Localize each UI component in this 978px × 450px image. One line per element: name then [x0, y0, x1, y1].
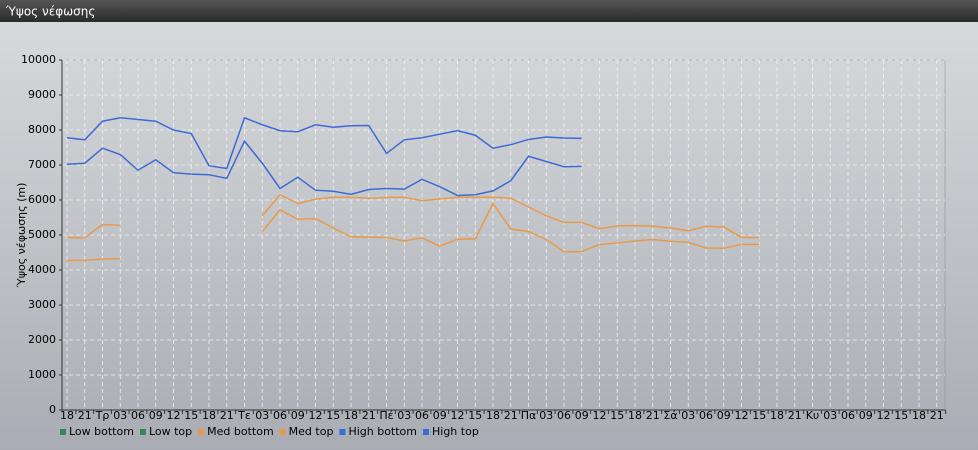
x-tick-label: 21 [220, 409, 234, 422]
x-tick-label: 03 [681, 409, 695, 422]
legend-swatch [60, 429, 66, 435]
x-tick-label: 12 [877, 409, 891, 422]
x-tick-label: 18 [770, 409, 784, 422]
y-tick-label: 3000 [28, 298, 56, 311]
x-tick-label: 15 [752, 409, 766, 422]
legend-label: Low top [149, 425, 192, 438]
legend-label: Med bottom [207, 425, 274, 438]
x-tick-label: 09 [859, 409, 873, 422]
series-line [66, 193, 760, 239]
legend-label: Med top [289, 425, 334, 438]
x-tick-label: 21 [504, 409, 518, 422]
x-tick-label: 18 [60, 409, 74, 422]
y-axis-label: Ύψος νέφωσης (m) [15, 183, 28, 289]
x-tick-label: Πέ [379, 409, 393, 422]
x-tick-label: 21 [646, 409, 660, 422]
x-tick-label: 15 [610, 409, 624, 422]
x-tick-label: 12 [593, 409, 607, 422]
x-tick-label: 03 [113, 409, 127, 422]
x-tick-label: Πα [521, 409, 537, 422]
x-tick-label: 09 [433, 409, 447, 422]
x-tick-label: 15 [184, 409, 198, 422]
y-tick-label: 7000 [28, 158, 56, 171]
x-tick-label: 15 [468, 409, 482, 422]
x-tick-label: 15 [894, 409, 908, 422]
y-tick-label: 8000 [28, 123, 56, 136]
x-tick-label: 12 [451, 409, 465, 422]
x-tick-label: Τε [237, 409, 251, 422]
legend-swatch [423, 429, 429, 435]
x-tick-label: 12 [309, 409, 323, 422]
x-tick-label: 18 [202, 409, 216, 422]
y-tick-label: 6000 [28, 193, 56, 206]
legend-swatch [279, 429, 286, 435]
y-tick-label: 5000 [28, 228, 56, 241]
y-tick-label: 10000 [21, 53, 56, 66]
series-line [66, 139, 582, 197]
y-tick-label: 2000 [28, 333, 56, 346]
y-tick-label: 1000 [28, 368, 56, 381]
x-tick-label: 03 [539, 409, 553, 422]
x-tick-label: 18 [628, 409, 642, 422]
x-tick-label: 06 [273, 409, 287, 422]
legend-label: High top [432, 425, 479, 438]
x-tick-label: 03 [823, 409, 837, 422]
legend-swatch [198, 429, 205, 435]
y-tick-label: 4000 [28, 263, 56, 276]
x-tick-label: 09 [291, 409, 305, 422]
legend-swatch [139, 429, 146, 435]
x-tick-label: 21 [362, 409, 376, 422]
x-tick-label: 06 [415, 409, 429, 422]
chart-title: Ύψος νέφωσης [5, 5, 95, 19]
x-tick-label: 12 [735, 409, 749, 422]
x-tick-label: 03 [255, 409, 269, 422]
x-tick-label: 06 [557, 409, 571, 422]
x-tick-label: 09 [149, 409, 163, 422]
x-tick-label: 06 [131, 409, 145, 422]
title-bar [0, 0, 978, 22]
series-line [66, 202, 760, 262]
legend-label: Low bottom [69, 425, 134, 438]
x-tick-label: Τρ [95, 409, 110, 422]
x-tick-label: Κυ [806, 409, 820, 422]
x-tick-label: 15 [326, 409, 340, 422]
x-tick-label: 21 [78, 409, 92, 422]
x-tick-label: 21 [930, 409, 944, 422]
x-tick-label: 18 [344, 409, 358, 422]
x-tick-label: 21 [788, 409, 802, 422]
x-tick-label: 09 [717, 409, 731, 422]
x-tick-label: 12 [167, 409, 181, 422]
series-line [66, 116, 582, 170]
x-tick-label: 18 [912, 409, 926, 422]
y-tick-label: 9000 [28, 88, 56, 101]
x-tick-label: 09 [575, 409, 589, 422]
x-tick-label: 06 [841, 409, 855, 422]
x-tick-label: Σά [663, 409, 677, 422]
x-tick-label: 18 [486, 409, 500, 422]
legend-swatch [339, 429, 346, 435]
y-tick-label: 0 [49, 403, 56, 416]
x-tick-label: 06 [699, 409, 713, 422]
legend-label: High bottom [348, 425, 417, 438]
x-tick-label: 03 [397, 409, 411, 422]
